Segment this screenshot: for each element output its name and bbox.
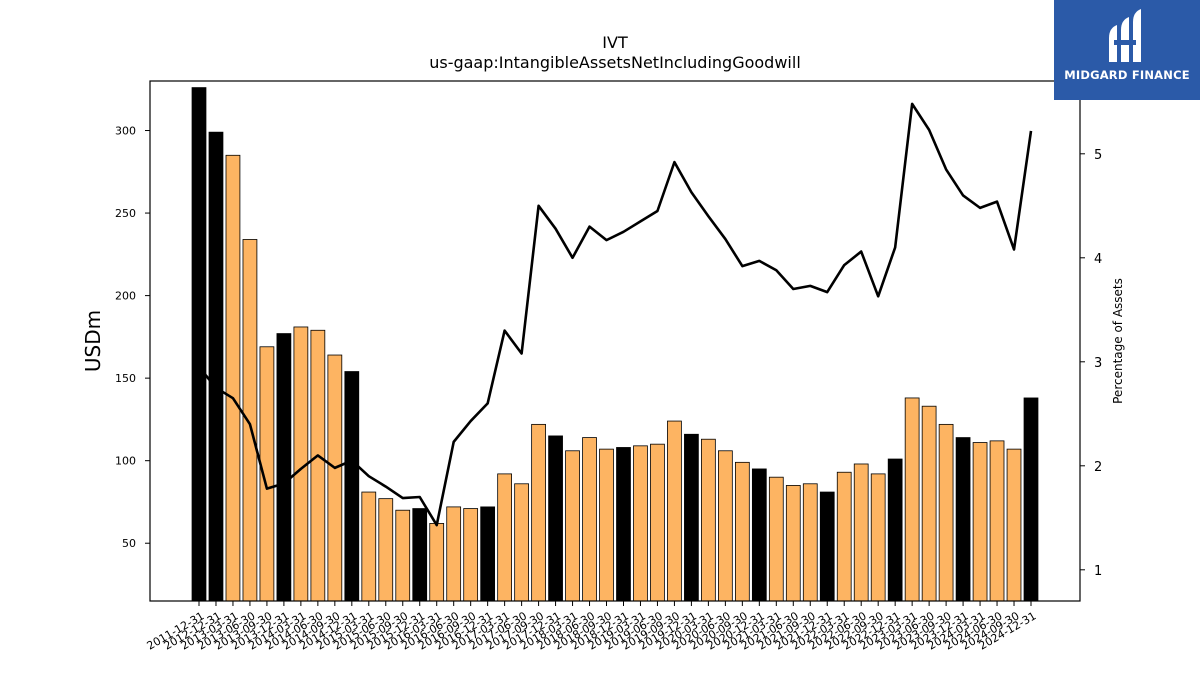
bar	[446, 506, 462, 602]
bar	[242, 239, 258, 602]
brand-logo: MIDGARD FINANCE	[1054, 0, 1200, 100]
y2-tick-label: 4	[1094, 252, 1102, 267]
y-tick-label: 300	[115, 125, 136, 138]
bar	[819, 491, 835, 602]
y2-tick-label: 1	[1094, 564, 1102, 579]
brand-mark-icon	[1109, 9, 1141, 62]
bar	[191, 87, 207, 602]
bar	[327, 354, 343, 602]
bar	[650, 443, 665, 602]
bar	[836, 471, 852, 602]
bar	[429, 523, 445, 602]
bar	[514, 483, 529, 602]
y2-axis-label: Percentage of Assets	[1111, 278, 1125, 404]
y-tick-label: 100	[115, 455, 136, 468]
plot-frame	[149, 80, 1081, 602]
y-tick-label: 200	[115, 290, 136, 303]
y-axis-label: USDm	[81, 310, 105, 372]
bar	[633, 445, 648, 602]
bar	[225, 154, 241, 602]
bar	[599, 448, 614, 602]
y2-tick-label: 3	[1094, 356, 1102, 371]
bar	[395, 509, 411, 602]
bar	[480, 506, 496, 602]
bar	[463, 508, 479, 602]
bar	[785, 485, 801, 602]
percentage-line	[197, 102, 1033, 527]
bar	[989, 440, 1005, 602]
bar	[378, 498, 394, 602]
bar	[616, 447, 631, 602]
bar	[684, 433, 699, 602]
bar-group	[191, 87, 1039, 602]
bar	[955, 437, 971, 602]
bar	[972, 442, 988, 602]
y-tick-label: 150	[115, 372, 136, 385]
bar	[531, 423, 546, 602]
bar	[870, 473, 886, 602]
bar	[768, 476, 784, 602]
brand-name: MIDGARD FINANCE	[1064, 68, 1190, 82]
bar	[751, 468, 767, 602]
y-tick-label: 250	[115, 207, 136, 220]
bar	[938, 423, 954, 602]
bar	[887, 458, 903, 602]
y2-tick-label: 2	[1094, 460, 1102, 475]
bar	[701, 438, 716, 602]
bar	[921, 405, 937, 602]
bar	[548, 435, 563, 602]
bar	[208, 131, 224, 602]
chart-title: IVT	[602, 33, 628, 52]
bar	[310, 329, 326, 602]
bar	[412, 508, 428, 602]
bar	[734, 461, 750, 602]
bar	[667, 420, 682, 602]
bar	[1006, 448, 1022, 602]
y2-tick-label: 5	[1094, 148, 1102, 163]
bar	[802, 483, 818, 602]
bar	[1023, 397, 1039, 602]
bar	[361, 491, 377, 602]
bar	[276, 333, 292, 602]
bar	[344, 371, 360, 602]
bar	[582, 437, 597, 602]
bar	[718, 450, 733, 602]
bar	[565, 450, 580, 602]
bar	[853, 463, 869, 602]
axes-group: 50100150200250300123452011-12-312012-12-…	[115, 80, 1102, 653]
line-group	[197, 102, 1033, 527]
bar	[904, 397, 920, 602]
bar	[497, 473, 512, 602]
chart-subtitle: us-gaap:IntangibleAssetsNetIncludingGood…	[429, 53, 801, 72]
y-tick-label: 50	[122, 537, 136, 550]
